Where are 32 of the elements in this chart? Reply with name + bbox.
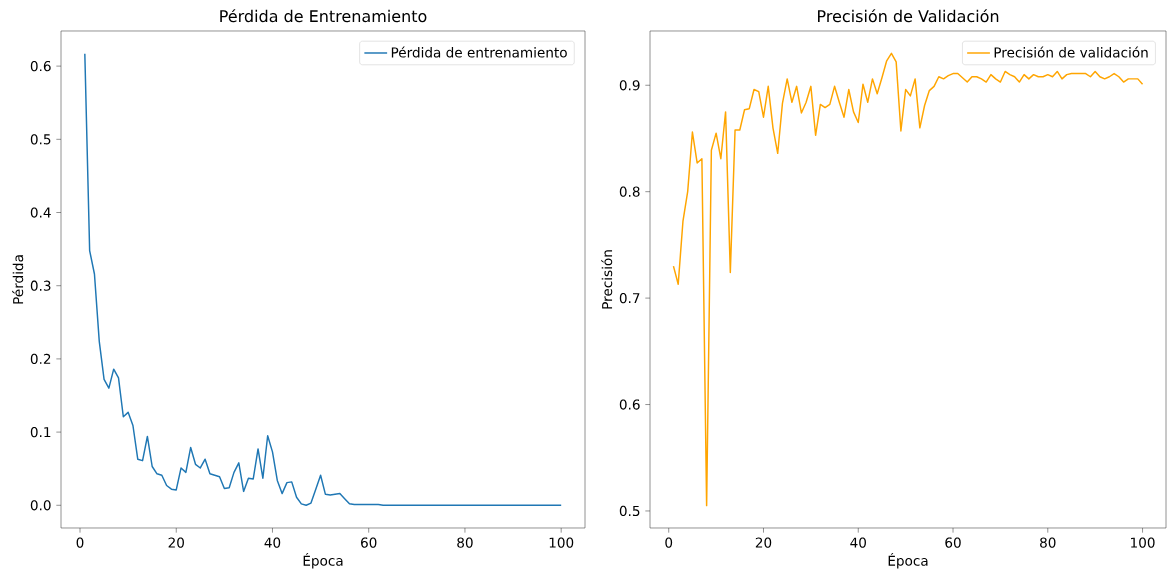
x-tick-label: 0: [76, 537, 84, 548]
y-axis-title: Pérdida: [12, 255, 24, 304]
x-tick-label: 40: [264, 537, 281, 548]
y-axis-title: Precisión: [601, 250, 613, 309]
x-tick-label: 0: [665, 537, 673, 548]
legend-label: Precisión de validación: [994, 46, 1148, 58]
x-tick-label: 20: [755, 537, 772, 548]
y-tick-label: 0.9: [619, 80, 640, 91]
x-tick-label: 80: [1040, 537, 1056, 548]
x-tick-label: 20: [168, 537, 184, 548]
y-tick-label: 0.1: [30, 426, 51, 438]
y-tick-label: 0.6: [30, 60, 51, 72]
y-tick-label: 0.3: [30, 280, 51, 291]
y-tick-label: 0.5: [30, 134, 51, 145]
y-tick-label: 0.7: [619, 292, 640, 304]
y-tick-label: 0.4: [30, 207, 51, 218]
y-tick-label: 0.6: [619, 399, 640, 410]
x-tick-label: 80: [457, 537, 473, 548]
y-tick-label: 0.0: [30, 500, 51, 511]
x-axis-title: Época: [303, 553, 343, 569]
legend-label: Pérdida de entrenamiento: [391, 46, 567, 58]
y-tick-label: 0.8: [619, 186, 640, 197]
x-tick-label: 40: [850, 537, 866, 548]
y-tick-label: 0.2: [30, 353, 51, 365]
x-tick-label: 100: [1131, 537, 1155, 548]
x-tick-label: 60: [361, 537, 377, 548]
chart-title: Precisión de Validación: [818, 9, 999, 23]
x-tick-label: 100: [549, 537, 574, 548]
y-tick-label: 0.5: [619, 505, 640, 517]
x-axis-title: Época: [888, 553, 928, 569]
x-tick-label: 60: [945, 537, 961, 548]
chart-title: Pérdida de Entrenamiento: [220, 9, 427, 23]
